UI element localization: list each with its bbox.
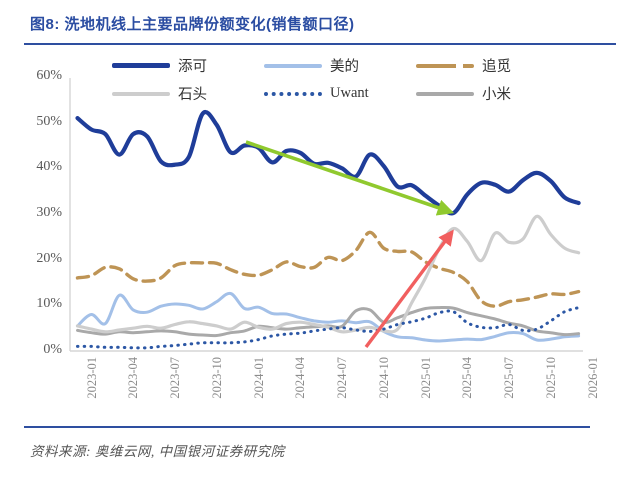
tianke-line-swatch-icon (112, 63, 170, 68)
legend-item-uwant: Uwant (264, 84, 416, 103)
footer-divider-line (24, 426, 590, 428)
figure-title: 图8: 洗地机线上主要品牌份额变化(销售额口径) (30, 16, 355, 33)
legend-label-meidi: 美的 (330, 59, 359, 75)
y-axis-label: 40% (36, 159, 62, 175)
series-line-石头 (75, 214, 581, 334)
legend-label-xiaomi: 小米 (482, 87, 511, 103)
downtrend-arrow (245, 140, 455, 216)
legend-label-uwant: Uwant (330, 85, 369, 101)
y-axis-label: 20% (36, 250, 62, 266)
y-axis-label: 30% (36, 204, 62, 220)
y-axis-label: 50% (36, 113, 62, 129)
zhuimi-dashed-swatch-icon (416, 63, 474, 68)
source-note: 资料来源: 奥维云网, 中国银河证券研究院 (30, 444, 285, 459)
legend-label-shitou: 石头 (178, 87, 207, 103)
chart-legend: 添可 美的 追觅 石头 Uwant 小米 (112, 56, 566, 103)
uptrend-arrow (364, 229, 454, 349)
series-line-添可 (75, 110, 581, 216)
title-divider-line (24, 43, 616, 45)
uwant-dotted-swatch-icon (264, 91, 322, 96)
y-axis-label: 60% (36, 67, 62, 83)
legend-item-shitou: 石头 (112, 84, 264, 103)
legend-item-xiaomi: 小米 (416, 84, 566, 103)
legend-item-tianke: 添可 (112, 56, 264, 75)
legend-item-zhuimi: 追觅 (416, 56, 566, 75)
y-axis-label: 0% (43, 342, 62, 357)
shitou-line-swatch-icon (112, 91, 170, 96)
legend-label-zhuimi: 追觅 (482, 59, 511, 75)
series-line-追觅 (75, 230, 581, 308)
series-line-美的 (76, 291, 581, 343)
xiaomi-line-swatch-icon (416, 91, 474, 96)
y-axis-label: 10% (36, 296, 62, 312)
legend-label-tianke: 添可 (178, 59, 207, 75)
meidi-line-swatch-icon (264, 63, 322, 68)
legend-item-meidi: 美的 (264, 56, 416, 75)
